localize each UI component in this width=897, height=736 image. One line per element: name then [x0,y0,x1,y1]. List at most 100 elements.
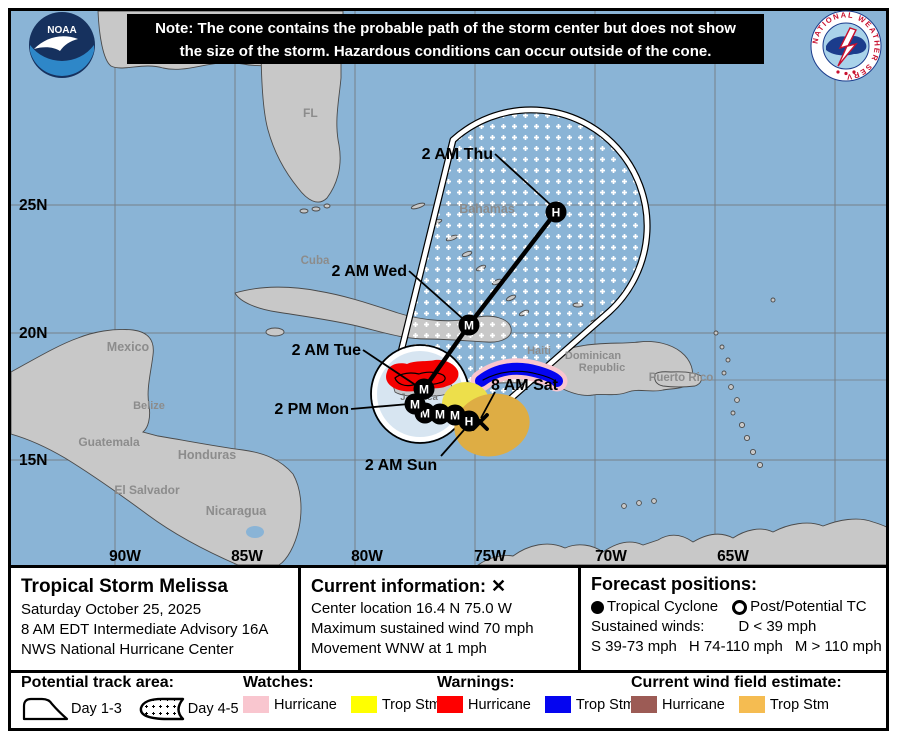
max-sustained-wind: Maximum sustained wind 70 mph [311,620,534,637]
watches-section: Watches: Hurricane Trop Stm [243,674,455,713]
point-letter: M [420,407,430,421]
point-letter: H [465,415,474,429]
label-haiti: Haiti [527,345,551,357]
hurricane-warning-label: Hurricane [468,696,531,713]
lon-label-70w: 70W [595,548,627,565]
tropical-cyclone-icon [591,600,604,614]
label-republic: Republic [579,362,625,374]
note-banner: Note: The cone contains the probable pat… [127,14,764,64]
map-frame: FL Bahamas Cuba Mexico Belize Guatemala … [8,8,889,568]
hurricane-windfield-swatch [631,696,657,713]
noaa-logo-text: NOAA [47,25,76,36]
wind-category-s: S 39-73 mph [591,638,677,655]
panel-divider-1 [298,568,301,670]
label-fl: FL [303,106,318,120]
lat-label-25n: 25N [19,197,47,214]
label-honduras: Honduras [178,448,236,462]
forecast-cone-day45 [397,106,651,434]
lesser-antilles-islands [621,297,776,509]
lon-label-65w: 65W [717,548,749,565]
info-panel: Tropical Storm Melissa Saturday October … [8,565,889,731]
track-label-thu: 2 AM Thu [422,146,493,163]
lat-label-15n: 15N [19,452,47,469]
tropstm-windfield-swatch [738,696,765,713]
note-line-1: Note: The cone contains the probable pat… [155,20,736,37]
point-letter: M [419,383,429,397]
movement: Movement WNW at 1 mph [311,640,487,657]
hurricane-warning-swatch [437,696,463,713]
panel-divider-horizontal [11,670,886,673]
label-mexico: Mexico [107,340,150,354]
point-letter: M [450,409,460,423]
windfield-section: Current wind field estimate: Hurricane T… [631,674,843,713]
hurricane-watch-label: Hurricane [274,696,337,713]
current-info-column: Current information: ✕ Center location 1… [311,568,571,659]
day45-cone-icon [139,697,184,721]
haiti-watch-warning-band [470,358,568,392]
tropstm-warning-label: Trop Stm [575,696,635,713]
nws-logo: NATIONAL WEATHER SERVICE [807,3,882,87]
day13-cone-icon [22,697,69,721]
advisory-number: 8 AM EDT Intermediate Advisory 16A [21,621,269,638]
note-line-2: the size of the storm. Hazardous conditi… [179,43,712,60]
wind-category-m: M > 110 mph [794,638,882,655]
post-potential-tc-label: Post/Potential TC [750,598,867,615]
storm-info-column: Tropical Storm Melissa Saturday October … [21,568,291,660]
wind-category-h: H 74-110 mph [688,638,783,655]
tropstm-watch-label: Trop Stm [381,696,441,713]
puerto-rico-landmass [654,371,702,388]
tropstm-windfield-label: Trop Stm [769,696,829,713]
center-location: Center location 16.4 N 75.0 W [311,600,512,617]
lon-label-75w: 75W [474,548,506,565]
sustained-winds-label: Sustained winds: [591,618,705,635]
forecast-symbols-line: Tropical Cyclone Post/Potential TC [591,597,887,617]
point-letter: M [464,319,474,333]
label-nicaragua: Nicaragua [206,504,267,518]
current-info-header: Current information: ✕ [311,576,507,596]
tropical-cyclone-label: Tropical Cyclone [607,598,719,615]
label-belize: Belize [133,400,165,412]
wind-categories-line: S 39-73 mph H 74-110 mph M > 110 mph [591,637,887,657]
point-letter: M [410,398,420,412]
label-el-salvador: El Salvador [114,483,180,497]
forecast-positions-column: Forecast positions: Tropical Cyclone Pos… [591,568,887,657]
lat-label-20n: 20N [19,325,47,342]
windfield-header: Current wind field estimate: [631,674,842,691]
lon-label-85w: 85W [231,548,263,565]
tropstm-watch-swatch [350,696,377,713]
lon-label-90w: 90W [109,548,141,565]
current-position-x-marker [471,413,489,431]
day45-label: Day 4-5 [187,701,239,717]
forecast-position-markers: H M M M M M M H [404,201,567,432]
sustained-winds-line: Sustained winds: D < 39 mph [591,617,887,637]
issuing-office: NWS National Hurricane Center [21,641,234,658]
potential-track-area-header: Potential track area: [21,674,174,691]
windfield-tropstm-area [454,393,530,457]
graticule [11,11,886,565]
track-label-wed: 2 AM Wed [331,263,407,280]
warnings-header: Warnings: [437,674,515,691]
florida-landmass [260,39,342,203]
point-letter: H [552,206,561,220]
lon-label-80w: 80W [351,548,383,565]
label-cuba: Cuba [301,255,330,267]
current-position-symbol: ✕ [491,576,507,596]
storm-title: Tropical Storm Melissa [21,576,228,597]
south-america-landmass [477,518,886,565]
noaa-logo: NOAA [28,11,96,84]
forecast-positions-header: Forecast positions: [591,574,758,594]
watches-header: Watches: [243,674,314,691]
label-bahamas: Bahamas [459,202,515,216]
central-america-landmass [11,329,302,565]
tropstm-warning-swatch [544,696,571,713]
map-svg: FL Bahamas Cuba Mexico Belize Guatemala … [11,11,886,565]
day13-label: Day 1-3 [71,701,122,717]
track-label-sun: 2 AM Sun [365,457,437,474]
panel-divider-2 [578,568,581,670]
track-label-mon: 2 PM Mon [274,401,349,418]
advisory-date: Saturday October 25, 2025 [21,601,202,618]
track-label-tue: 2 AM Tue [292,342,361,359]
hurricane-watch-swatch [243,696,269,713]
label-dominican: Dominican [565,350,622,362]
